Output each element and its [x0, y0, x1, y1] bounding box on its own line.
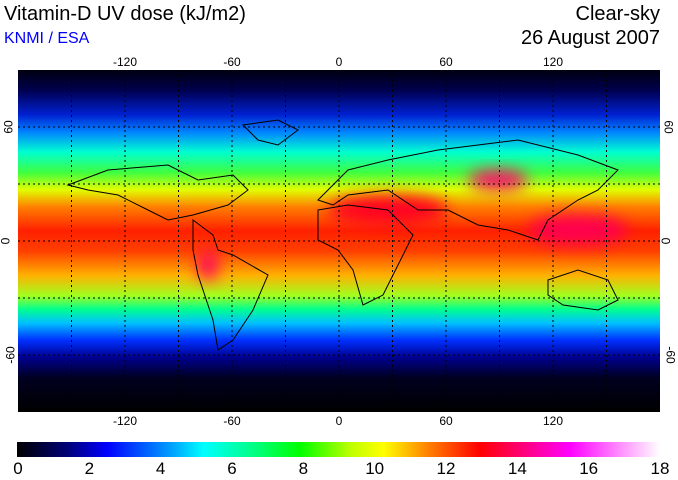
lon-tick-label: 0	[335, 414, 343, 428]
colorbar-tick-label: 8	[298, 459, 309, 478]
colorbar-tick-label: 0	[13, 459, 23, 478]
colorbar-tick-label: 6	[227, 459, 237, 478]
graticule	[18, 70, 660, 412]
lon-tick-label: 120	[542, 55, 564, 69]
map-title: Vitamin-D UV dose (kJ/m2)	[4, 3, 246, 25]
lon-tick-label: -120	[112, 55, 138, 69]
lat-tick-label: 0	[0, 238, 12, 245]
date-label: 26 August 2007	[520, 27, 660, 49]
lon-tick-label: 0	[335, 55, 343, 69]
colorbar	[17, 442, 660, 457]
coastlines	[66, 119, 619, 351]
lat-tick-label: 0	[658, 237, 673, 245]
sky-mode-label: Clear-sky	[575, 3, 660, 25]
colorbar-tick-label: 4	[155, 459, 166, 478]
lat-tick-label: 60	[661, 120, 676, 134]
lon-tick-label: 120	[542, 414, 564, 428]
lon-tick-label: 60	[439, 414, 453, 428]
lat-tick-label: -60	[3, 346, 18, 364]
colorbar-tick-label: 12	[436, 459, 456, 478]
colorbar-tick-label: 2	[84, 459, 95, 478]
colorbar-tick-label: 14	[507, 459, 527, 478]
lon-tick-label: -60	[223, 55, 241, 69]
uv-dose-map	[18, 70, 660, 412]
colorbar-tick-label: 16	[579, 459, 599, 478]
lon-tick-label: 60	[439, 55, 453, 69]
map-svg	[18, 70, 660, 412]
lat-tick-label: -60	[663, 346, 678, 364]
lon-tick-label: -120	[112, 414, 138, 428]
credit-label: KNMI / ESA	[4, 30, 90, 47]
lat-tick-label: 60	[1, 120, 16, 134]
colorbar-tick-label: 18	[650, 459, 670, 478]
lon-tick-label: -60	[223, 414, 241, 428]
colorbar-tick-label: 10	[365, 459, 385, 478]
